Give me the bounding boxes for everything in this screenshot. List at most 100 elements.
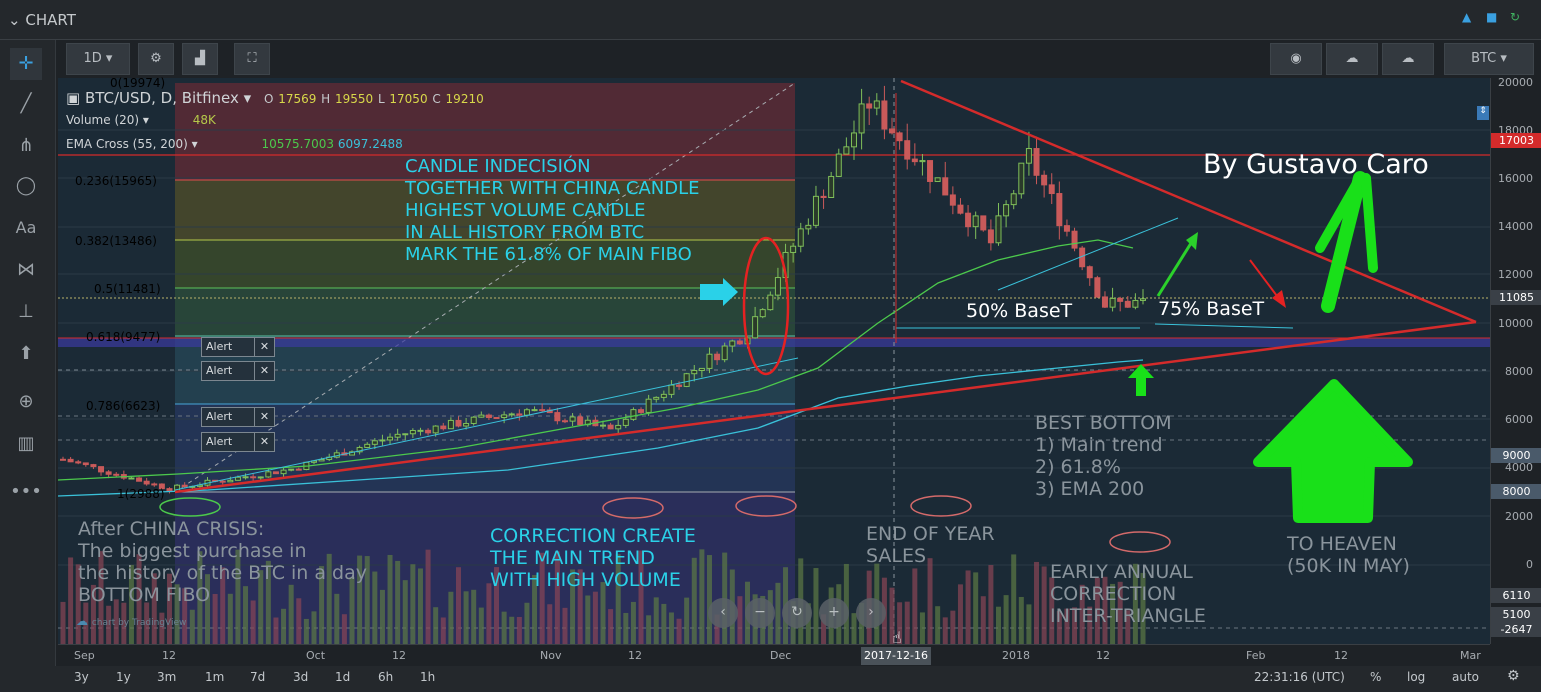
alert-close-icon[interactable]: ✕ [254,338,274,356]
alert-badge[interactable]: Alert ✕ [201,361,275,381]
auto-toggle[interactable]: auto [1452,670,1480,684]
volume-label[interactable]: Volume (20) [66,113,140,127]
volume-bar [235,549,241,644]
volume-bar [250,600,256,644]
chart-pane[interactable] [58,78,1490,644]
scroll-left-button[interactable]: ‹ [708,598,738,628]
volume-bar [957,584,963,644]
measure-tool-icon[interactable]: ⊥ [18,301,34,322]
candle [288,468,295,471]
alert-close-icon[interactable]: ✕ [254,408,274,426]
candle [622,418,629,426]
volume-bar [554,551,560,644]
volume-bar [159,612,165,644]
x-label: Nov [540,649,562,662]
text-tool-icon[interactable]: Aa [15,218,37,237]
fullscreen-icon[interactable]: ⛶ [234,43,270,75]
percent-toggle[interactable]: % [1370,670,1382,684]
alert-badge[interactable]: Alert ✕ [201,432,275,452]
zoom-icon[interactable]: ⊕ [18,391,34,412]
annotation-line: 1) Main trend [1035,434,1163,456]
volume-bar [539,552,545,644]
range-button[interactable]: 1m [205,670,225,684]
pitchfork-tool-icon[interactable]: ⋔ [18,135,34,156]
range-button[interactable]: 7d [250,670,266,684]
candle [1094,277,1101,298]
volume-bar [1034,561,1040,644]
range-button[interactable]: 1y [116,670,131,684]
zoom-out-button[interactable]: − [745,598,775,628]
range-button[interactable]: 3d [293,670,309,684]
ellipse-tool-icon[interactable]: ◯ [15,175,37,196]
cloud-upload-icon[interactable]: ☁ [1382,43,1434,75]
more-tools-icon[interactable]: ••• [10,481,42,502]
annotation-candle-indecision: CANDLE INDECISIÓN TOGETHER WITH CHINA CA… [405,156,700,266]
range-button[interactable]: 1d [335,670,351,684]
candle [638,409,645,413]
volume-bar [288,584,294,644]
range-button[interactable]: 1h [420,670,436,684]
scroll-right-button[interactable]: › [856,598,886,628]
range-button[interactable]: 3y [74,670,89,684]
legend-symbol[interactable]: BTC/USD, D, Bitfinex [84,89,239,107]
legend-collapse-icon[interactable]: ▣ [66,89,85,107]
camera-icon[interactable]: ◉ [1270,43,1322,75]
x-label: Dec [770,649,792,662]
indicators-icon[interactable]: ▟ [182,43,218,75]
crosshair-tool-icon[interactable]: ✛ [10,48,42,80]
candle [858,103,865,134]
volume-bar [501,611,507,644]
volume-bar [60,601,66,644]
scale-toggle-icon[interactable]: ⇕ [1477,106,1489,120]
candle [113,473,120,476]
mouse-cursor-icon: ☝ [892,628,902,647]
price-axis[interactable]: 20000 18000 16000 14000 12000 10000 8000… [1477,76,1541,644]
tradingview-watermark: ☁ chart by TradingView [76,614,186,628]
settings-icon[interactable]: ⚙ [138,43,174,75]
window-title: ⌄ CHART [8,11,76,29]
volume-bar [334,593,340,644]
volume-bar [440,617,446,644]
arrow-tool-icon[interactable]: ⬆ [18,343,34,364]
collapse-icon[interactable]: ▲ [1462,10,1472,24]
range-button[interactable]: 6h [378,670,394,684]
volume-bar [623,612,629,644]
crosshair-date-tag: 2017-12-16 [861,647,931,665]
y-label: 2000 [1505,510,1533,523]
symbol-legend: ▣ BTC/USD, D, Bitfinex ▾ O 17569 H 19550… [66,89,484,107]
y-label: 8000 [1505,365,1533,378]
trendline-tool-icon[interactable]: ╱ [20,93,32,114]
candle [1117,297,1124,302]
candle [607,424,614,430]
maximize-icon[interactable]: ■ [1486,10,1498,24]
candle [904,140,911,160]
interval-select[interactable]: 1D ▾ [66,43,130,75]
refresh-icon[interactable]: ↻ [1510,10,1521,24]
volume-bar [821,614,827,644]
big-green-heaven-arrow-icon [1253,379,1413,523]
cloud-download-icon[interactable]: ☁ [1326,43,1378,75]
alert-badge[interactable]: Alert ✕ [201,407,275,427]
volume-bar [1125,610,1131,644]
alert-close-icon[interactable]: ✕ [254,362,274,380]
bars-tool-icon[interactable]: ▥ [17,433,35,454]
candle [1109,297,1116,308]
pattern-tool-icon[interactable]: ⋈ [17,259,35,280]
candle [364,443,371,448]
settings-gear-icon[interactable]: ⚙ [1507,668,1520,684]
volume-bar [227,593,233,644]
candle [965,212,972,228]
annotation-line: 3) EMA 200 [1035,478,1145,500]
candle [356,446,363,453]
log-toggle[interactable]: log [1407,670,1426,684]
alert-badge[interactable]: Alert ✕ [201,337,275,357]
reset-button[interactable]: ↻ [782,598,812,628]
time-axis[interactable]: Sep 12 Oct 12 Nov 12 Dec 2018 12 Feb 12 … [58,644,1490,666]
zoom-in-button[interactable]: + [819,598,849,628]
range-button[interactable]: 3m [157,670,177,684]
ema-label[interactable]: EMA Cross (55, 200) [66,137,188,151]
alert-close-icon[interactable]: ✕ [254,433,274,451]
x-label: 12 [1096,649,1110,662]
symbol-select[interactable]: BTC ▾ [1444,43,1534,75]
chart-svg[interactable] [58,78,1490,644]
